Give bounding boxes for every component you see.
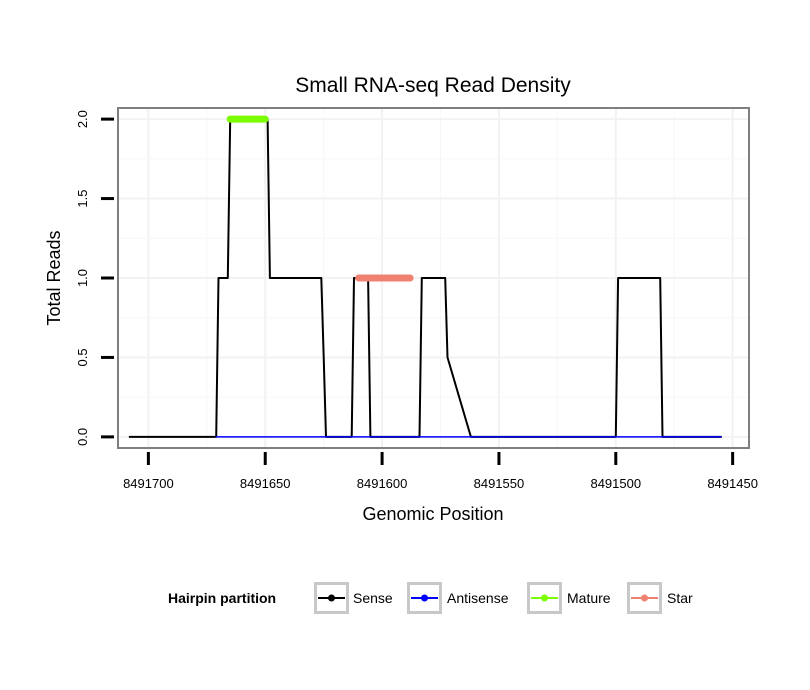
panel-border <box>117 107 750 449</box>
axes: 8491700 8491650 8491600 8491550 8491500 84914… <box>75 110 758 491</box>
y-tick-label: 1.0 <box>75 269 90 287</box>
legend-label-star: Star <box>667 590 693 606</box>
x-tick-label: 8491650 <box>240 476 291 491</box>
x-tick-label: 8491700 <box>123 476 174 491</box>
series-line-sense <box>128 118 722 438</box>
legend-title: Hairpin partition <box>168 590 276 606</box>
legend-swatch-dot-mature <box>541 594 548 602</box>
series-layer <box>128 115 722 438</box>
legend: Hairpin partition Sense Antisense Mature St… <box>168 582 693 614</box>
legend-label-antisense: Antisense <box>447 590 509 606</box>
y-axis-title: Total Reads <box>44 230 64 325</box>
x-axis-title: Genomic Position <box>362 504 503 524</box>
y-tick-label: 0.0 <box>75 428 90 446</box>
legend-label-mature: Mature <box>567 590 611 606</box>
x-tick-label: 8491450 <box>707 476 758 491</box>
legend-swatch-dot-antisense <box>421 594 428 602</box>
y-tick-label: 0.5 <box>75 348 90 366</box>
legend-swatch-dot-star <box>641 594 648 602</box>
legend-label-sense: Sense <box>353 590 393 606</box>
x-tick-label: 8491600 <box>357 476 408 491</box>
chart-title: Small RNA-seq Read Density <box>295 74 571 97</box>
x-tick-label: 8491550 <box>474 476 525 491</box>
legend-swatch-dot-sense <box>328 594 335 602</box>
x-tick-label: 8491500 <box>590 476 641 491</box>
y-tick-label: 2.0 <box>75 110 90 128</box>
y-tick-label: 1.5 <box>75 190 90 208</box>
